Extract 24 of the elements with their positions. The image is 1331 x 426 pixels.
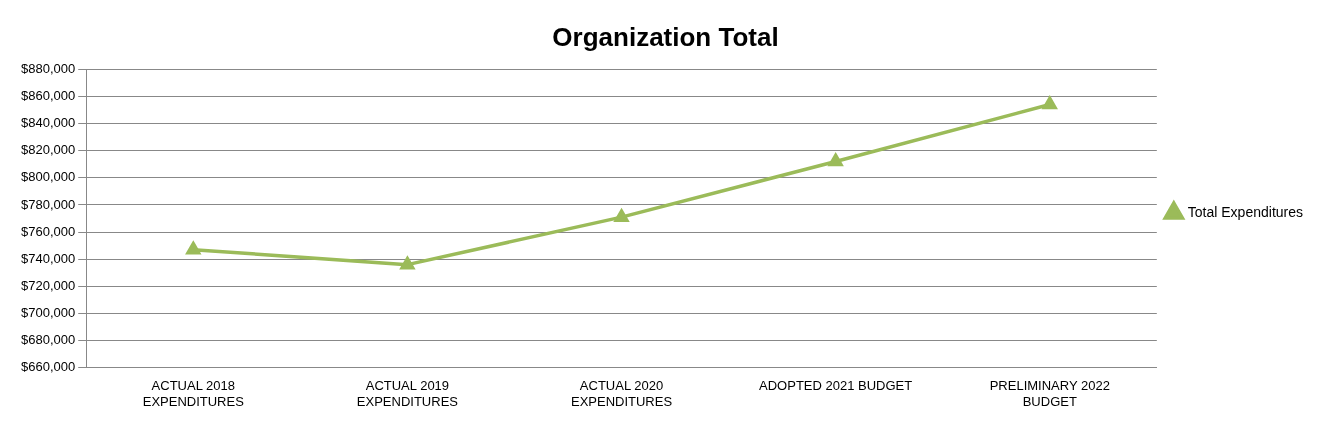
y-tick-label: $860,000 (20, 87, 76, 103)
point (186, 241, 201, 255)
point (400, 256, 415, 270)
x-tick-label: ADOPTED 2021 BUDGET (759, 378, 913, 394)
x-tick-label: ACTUAL 2018 EXPENDITURES (142, 378, 245, 409)
y-tick-label: $680,000 (20, 332, 76, 348)
point (1042, 96, 1057, 110)
y-tick-label: $820,000 (20, 142, 76, 158)
point (828, 153, 843, 167)
y-tick-label: $700,000 (20, 305, 76, 321)
x-tick-label: ACTUAL 2020 EXPENDITURES (570, 378, 673, 409)
legend-label: Total Expenditures (1187, 203, 1304, 220)
y-tick-label: $720,000 (20, 277, 76, 293)
y-tick-label: $660,000 (20, 359, 76, 375)
y-tick-label: $740,000 (20, 250, 76, 266)
y-tick-label: $760,000 (20, 223, 76, 239)
y-tick-label: $840,000 (20, 115, 76, 131)
chart-title: Organization Total (552, 21, 779, 52)
y-tick-label: $780,000 (20, 196, 76, 212)
x-tick-label: PRELIMINARY 2022 BUDGET (989, 378, 1110, 409)
y-tick-label: $880,000 (20, 60, 76, 76)
y-tick-label: $800,000 (20, 169, 76, 185)
point (614, 209, 629, 222)
x-tick-label: ACTUAL 2019 EXPENDITURES (356, 378, 459, 409)
